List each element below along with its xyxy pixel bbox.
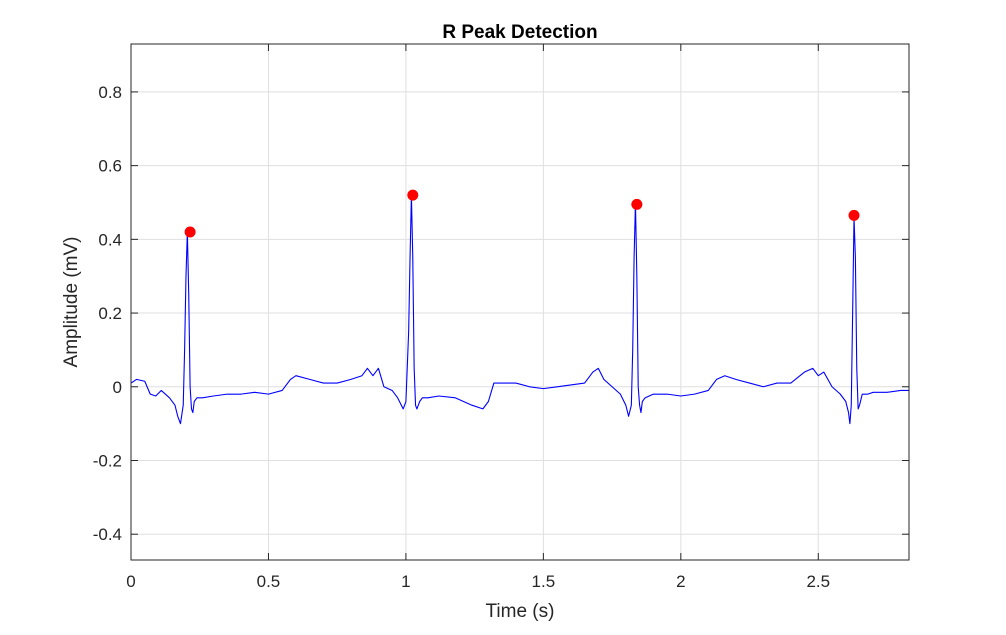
x-tick-label: 0	[126, 572, 135, 591]
x-axis-label: Time (s)	[486, 601, 555, 622]
x-tick-label: 2	[676, 572, 685, 591]
r-peak-marker	[848, 209, 860, 221]
r-peak-marker	[631, 198, 643, 210]
r-peak-marker	[407, 189, 419, 201]
grid-layer	[130, 44, 909, 560]
y-tick-label: 0.4	[98, 230, 122, 249]
plot-frame	[130, 43, 910, 561]
y-tick-label: 0.2	[98, 304, 122, 323]
y-axis-label: Amplitude (mV)	[61, 237, 82, 368]
ecg-signal-line	[130, 194, 909, 425]
plot-layer	[130, 189, 909, 425]
y-tick-label: 0.8	[98, 83, 122, 102]
y-tick-label: -0.2	[93, 451, 122, 470]
chart-title: R Peak Detection	[442, 22, 597, 43]
x-tick-label: 2.5	[806, 572, 830, 591]
x-tick-label: 1	[401, 572, 410, 591]
y-tick-label: -0.4	[93, 525, 122, 544]
x-tick-label: 0.5	[257, 572, 281, 591]
y-tick-label: 0.6	[98, 157, 122, 176]
y-tick-label: 0	[113, 378, 122, 397]
tick-layer: 0 0.5 1 1.5 2 2.5 -0.4 -0.2 0 0.2 0.4 0.6 0.8	[93, 44, 909, 591]
x-tick-label: 1.5	[532, 572, 556, 591]
r-peak-marker	[184, 226, 196, 238]
